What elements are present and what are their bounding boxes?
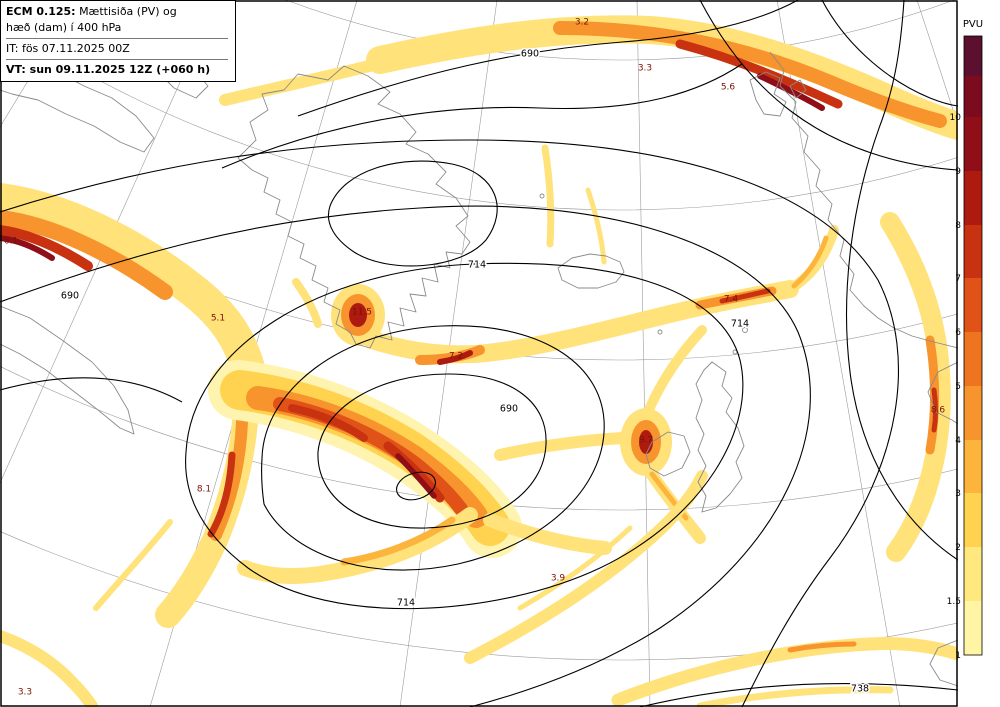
norway-coast (769, 51, 958, 349)
svalbard-coast (749, 71, 787, 117)
colorbar-tick: 5 (955, 382, 961, 392)
field-description-1: Mættisiða (PV) og (79, 5, 177, 18)
info-title-line1: ECM 0.125: Mættisiða (PV) og (6, 4, 228, 20)
jan-mayen-island (539, 193, 545, 199)
colorbar-segment (964, 76, 982, 117)
info-title-line2: hæð (dam) í 400 hPa (6, 20, 122, 34)
pv-value-label: 3.2 (575, 18, 589, 28)
colorbar-tick: 10 (950, 113, 962, 123)
labrador-coast (0, 305, 135, 435)
pv-shading-layer (0, 15, 958, 707)
colorbar-tick: 1 (955, 651, 961, 661)
colorbar-segment (964, 117, 982, 171)
colorbar-segment (964, 278, 982, 332)
svalbard-island (789, 79, 807, 99)
pv-value-label: 7.4 (724, 295, 739, 305)
height-contour-label: 738 (851, 684, 869, 695)
colorbar-tick: 3 (955, 489, 961, 499)
colorbar-tick: 7 (955, 274, 961, 284)
colorbar-tick: 1.5 (947, 597, 961, 607)
colorbar-segment (964, 386, 982, 440)
info-box: ECM 0.125: Mættisiða (PV) og hæð (dam) í… (0, 0, 236, 82)
colorbar-tick: 2 (955, 543, 961, 553)
pv-value-label: 3.9 (551, 574, 566, 584)
height-contour-label: 714 (468, 260, 486, 271)
colorbar-segment (964, 547, 982, 601)
coastlines (0, 51, 958, 687)
shetland-islands (742, 327, 748, 333)
greenland-coast (237, 65, 471, 349)
height-contour-label: 690 (500, 404, 518, 415)
height-contour-label: 714 (397, 598, 415, 609)
colorbar-tick: 8 (955, 221, 961, 231)
colorbar-tick: 9 (955, 167, 961, 177)
colorbar-segment (964, 332, 982, 386)
colorbar-segment (964, 225, 982, 278)
height-contour-label: 714 (731, 319, 749, 330)
map-border (0, 0, 958, 707)
colorbar-segment (964, 171, 982, 225)
ireland-coast (645, 431, 691, 477)
jutland-coast (929, 639, 958, 687)
pv-value-label: 8.6 (931, 406, 946, 416)
pv-value-label: 3.3 (638, 64, 652, 74)
faroe-islands (657, 329, 663, 335)
colorbar-title: PVU (963, 19, 983, 30)
init-time-line: IT: fös 07.11.2025 00Z (6, 37, 228, 57)
pv-colorbar: PVU 10 9 8 7 6 5 4 3 2 (947, 19, 983, 661)
pv-value-label: 11.5 (352, 308, 372, 318)
height-contour-label: 690 (521, 49, 539, 60)
height-contours (0, 0, 958, 707)
colorbar-segment (964, 493, 982, 547)
colorbar-tick: 4 (955, 436, 961, 446)
valid-time-line: VT: sun 09.11.2025 12Z (+060 h) (6, 58, 228, 78)
colorbar-ticks: 10 9 8 7 6 5 4 3 2 1.5 1 (947, 113, 962, 661)
britain-coast (695, 361, 745, 513)
pv-value-label: 5.6 (721, 83, 736, 93)
pv-value-labels: 3.2 3.3 5.6 6.1 5.1 11.5 7.2 7.4 9.7 8.1… (4, 18, 946, 698)
pv-value-label: 3.3 (18, 688, 32, 698)
colorbar-segment (964, 440, 982, 493)
colorbar-segment (964, 601, 982, 655)
colorbar-segment (964, 36, 982, 76)
colorbar-outline (963, 35, 983, 656)
pv-value-label: 5.1 (211, 314, 225, 324)
colorbar-tick: 6 (955, 328, 961, 338)
pv-value-label: 7.2 (449, 352, 463, 362)
height-contour-labels: 690 690 714 714 690 714 738 (59, 47, 870, 696)
pv-value-label: 6.1 (4, 237, 18, 247)
pv-value-label: 9.7 (639, 436, 653, 446)
baltic-coast (927, 361, 958, 425)
iceland-coast (557, 253, 625, 289)
height-contour-label: 690 (61, 291, 79, 302)
pv-value-label: 8.1 (197, 485, 211, 495)
model-name: ECM 0.125: (6, 5, 76, 18)
